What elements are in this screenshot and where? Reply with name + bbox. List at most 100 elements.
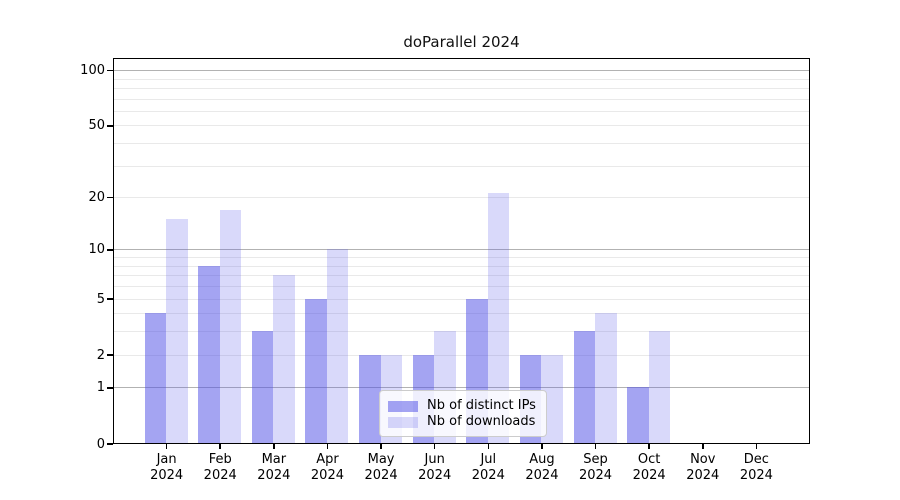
y-tick-mark [107, 443, 113, 445]
x-tick-mark [648, 444, 650, 449]
minor-gridline [114, 78, 809, 80]
y-tick-label: 1 [96, 380, 105, 396]
bar-distinct-ips-jan [144, 313, 167, 444]
y-tick-mark [107, 125, 113, 127]
bar-distinct-ips-feb [198, 265, 220, 444]
y-tick-label: 50 [88, 118, 105, 134]
x-tick-mark [273, 444, 275, 449]
major-gridline [114, 249, 809, 251]
minor-gridline [114, 87, 809, 89]
major-gridline [114, 70, 809, 72]
minor-gridline [114, 286, 809, 288]
y-tick-mark [107, 69, 113, 72]
bar-distinct-ips-apr [305, 298, 327, 444]
bar-distinct-ips-may [359, 354, 381, 444]
x-tick-label: Aug 2024 [512, 452, 572, 484]
x-tick-label: Jul 2024 [458, 452, 518, 484]
minor-gridline [114, 354, 809, 356]
y-tick-label: 100 [80, 63, 105, 79]
x-tick-year: 2024 [150, 468, 184, 483]
x-tick-label: Jan 2024 [137, 452, 197, 484]
x-tick-year: 2024 [525, 468, 559, 483]
x-tick-mark [380, 444, 382, 449]
bar-distinct-ips-mar [251, 331, 274, 444]
y-tick-mark [107, 249, 113, 251]
x-tick-month: May [367, 452, 395, 467]
minor-gridline [114, 110, 809, 112]
bar-downloads-feb [219, 209, 242, 444]
minor-gridline [114, 98, 809, 100]
minor-gridline [114, 257, 809, 259]
minor-gridline [114, 331, 809, 333]
x-tick-month: Nov [690, 452, 716, 467]
bar-downloads-oct [648, 331, 671, 444]
x-tick-year: 2024 [471, 468, 505, 483]
x-tick-month: Jun [424, 452, 445, 467]
y-tick-label: 0 [96, 436, 105, 452]
y-tick-mark [107, 298, 113, 300]
bar-downloads-apr [326, 249, 349, 444]
x-tick-year: 2024 [739, 468, 773, 483]
legend-label-downloads: Nb of downloads [427, 414, 536, 429]
x-tick-label: Nov 2024 [673, 452, 733, 484]
x-tick-mark [165, 444, 168, 449]
legend-swatch-distinct-ips-icon [388, 400, 418, 412]
bar-distinct-ips-oct [627, 387, 649, 444]
x-tick-year: 2024 [686, 468, 720, 483]
bar-distinct-ips-sep [573, 331, 596, 444]
bar-downloads-jan [166, 219, 188, 444]
x-tick-month: Feb [208, 452, 232, 467]
minor-gridline [114, 143, 809, 145]
x-tick-year: 2024 [364, 468, 398, 483]
x-tick-month: Sep [583, 452, 608, 467]
y-tick-label: 10 [88, 242, 105, 258]
y-tick-label: 20 [88, 190, 105, 206]
bar-downloads-mar [273, 275, 295, 444]
x-tick-year: 2024 [310, 468, 344, 483]
x-tick-mark [594, 444, 597, 449]
x-tick-mark [219, 444, 221, 449]
x-tick-month: Dec [743, 452, 769, 467]
legend-item-downloads: Nb of downloads [388, 414, 536, 430]
x-tick-year: 2024 [203, 468, 237, 483]
minor-gridline [114, 313, 809, 315]
major-gridline [114, 387, 809, 389]
minor-gridline [114, 265, 809, 267]
legend-swatch-downloads-icon [388, 416, 418, 428]
x-tick-mark [702, 444, 704, 449]
x-tick-label: Mar 2024 [244, 452, 304, 484]
x-tick-mark [433, 444, 436, 449]
x-tick-month: Oct [637, 452, 661, 467]
x-tick-month: Jul [480, 452, 497, 467]
bar-downloads-sep [595, 313, 617, 444]
chart-title: doParallel 2024 [403, 33, 520, 51]
x-tick-label: May 2024 [351, 452, 411, 484]
x-tick-year: 2024 [257, 468, 291, 483]
minor-gridline [114, 125, 809, 127]
x-tick-label: Sep 2024 [566, 452, 626, 484]
x-tick-mark [755, 444, 758, 449]
minor-gridline [114, 197, 809, 199]
legend-label-distinct-ips: Nb of distinct IPs [427, 398, 536, 413]
legend-item-distinct-ips: Nb of distinct IPs [388, 398, 536, 414]
y-tick-mark [107, 196, 113, 199]
y-tick-mark [107, 354, 113, 356]
x-tick-label: Dec 2024 [726, 452, 786, 484]
x-tick-label: Oct 2024 [619, 452, 679, 484]
minor-gridline [114, 165, 809, 167]
y-tick-mark [107, 387, 113, 389]
bar-downloads-jul [487, 193, 510, 444]
minor-gridline [114, 298, 809, 300]
x-tick-year: 2024 [632, 468, 666, 483]
x-tick-month: Apr [316, 452, 339, 467]
x-tick-label: Jun 2024 [405, 452, 465, 484]
x-tick-label: Apr 2024 [297, 452, 357, 484]
y-tick-label: 2 [96, 347, 105, 363]
x-tick-mark [487, 444, 490, 449]
x-tick-mark [326, 444, 329, 449]
legend: Nb of distinct IPs Nb of downloads [379, 390, 547, 437]
x-tick-month: Mar [261, 452, 287, 467]
x-tick-year: 2024 [578, 468, 613, 483]
x-tick-mark [541, 444, 543, 449]
